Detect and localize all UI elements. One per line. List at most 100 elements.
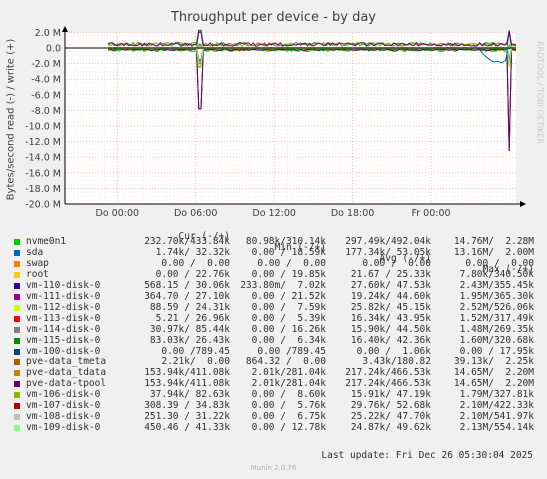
legend-max: 0.00 / 0.00 [465,257,534,269]
legend-swatch [14,392,20,399]
legend-cur: 1.74k/ 32.32k [155,246,230,258]
legend-max: 2.10M/422.33k [459,400,534,412]
legend-swatch [14,359,20,366]
legend-item: vm-110-disk-0 568.15 / 30.06k 233.80m/ 7.0… [0,280,547,291]
legend-cur: 88.59 / 24.31k [149,301,230,313]
legend-name: vm-112-disk-0 [26,301,101,313]
legend-cur: 5.21 / 26.96k [155,312,230,324]
legend-swatch [14,293,20,300]
legend-item: vm-109-disk-0 450.46 / 41.33k 0.00 / 12.78… [0,422,547,433]
x-tick-label: Do 12:00 [252,208,296,219]
x-axis-arrow [520,201,526,207]
legend-item: vm-114-disk-0 30.97k/ 85.44k 0.00 / 16.26k… [0,324,547,335]
legend-item: swap 0.00 / 0.00 0.00 / 0.00 0.00 / 0.00 0.0… [0,258,547,269]
y-axis-arrow [62,26,68,32]
legend-avg: 0.00 / 0.00 [362,257,431,269]
legend-cur: 30.97k/ 85.44k [149,323,230,335]
legend-swatch [14,260,20,267]
legend-swatch [14,381,20,388]
legend-max: 1.79M/327.81k [459,389,534,401]
legend-item: pve-data-tpool 153.94k/411.08k 2.01k/281.0… [0,378,547,389]
legend-item: vm-106-disk-0 37.94k/ 82.63k 0.00 / 8.60k 1… [0,389,547,400]
legend-avg: 24.87k/ 49.62k [350,422,431,434]
y-tick-label: -10.0 M [25,122,61,133]
chart-title: Throughput per device - by day [170,10,377,25]
legend-item: vm-115-disk-0 83.03k/ 26.43k 0.00 / 6.34k 1… [0,335,547,346]
legend-name: sda [26,246,44,258]
legend-cur: 0.00 /789.45 [161,345,230,357]
legend-swatch [14,348,20,355]
legend-max: 14.65M/ 2.20M [453,378,534,390]
legend-max: 1.60M/320.68k [459,334,534,346]
series-read-line [108,48,517,152]
legend-min: 0.00 / 12.78k [251,422,326,434]
legend-swatch [14,425,20,432]
legend-min: 0.00 / 21.52k [251,290,326,302]
legend-avg: 27.60k/ 47.53k [350,279,431,291]
legend-header: Cur (-/+) Min (-/+) Avg (-/+) Max (-/+) [0,220,547,275]
y-tick-label: -6.0 M [31,90,61,101]
legend-min: 0.00 / 18.59k [251,246,326,258]
x-tick-label: Do 06:00 [174,208,218,219]
legend-item: vm-108-disk-0 251.30 / 31.22k 0.00 / 6.75k… [0,411,547,422]
legend-swatch [14,239,20,245]
legend-swatch [14,315,20,322]
legend-avg: 29.76k/ 52.68k [350,400,431,412]
legend-header-avg: Avg (-/+) [379,253,431,264]
last-update: Last update: Fri Dec 26 05:30:04 2025 [321,450,533,461]
legend-max: 1.52M/317.49k [459,312,534,324]
legend-min: 0.00 /789.45 [257,345,326,357]
legend-avg: 15.91k/ 47.19k [350,389,431,401]
legend-header-min: Min (-/+) [274,242,326,253]
legend-item: vm-111-disk-0 364.70 / 27.10k 0.00 / 21.52… [0,291,547,302]
legend-cur: 37.94k/ 82.63k [149,389,230,401]
legend-cur: 450.46 / 41.33k [144,422,230,434]
legend-item: nvme0n1 232.70k/433.84k 80.98k/310.14k 297.… [0,236,547,247]
y-tick-label: -8.0 M [31,106,61,117]
legend-avg: 297.49k/492.04k [345,236,431,247]
munin-version: Munin 2.0.76 [250,464,297,472]
legend-max: 7.80k/340.50k [459,268,534,280]
x-tick-label: Fr 00:00 [411,208,450,219]
legend-name: vm-115-disk-0 [26,334,101,346]
legend-max: 39.13k/ 2.25k [453,356,534,368]
legend-name: root [26,268,49,280]
legend-avg: 19.24k/ 44.60k [350,290,431,302]
legend-name: vm-108-disk-0 [26,411,101,423]
legend-avg: 16.40k/ 42.36k [350,334,431,346]
throughput-chart: 2.0 M 0.0 -2.0 M -4.0 M -6.0 M -8.0 M -10.0 M -… [25,26,526,219]
legend-name: vm-110-disk-0 [26,279,101,291]
legend-min: 233.80m/ 7.02k [240,279,326,291]
legend-item: sda 1.74k/ 32.32k 0.00 / 18.59k 177.34k/ 53… [0,247,547,258]
legend-max: 13.16M/ 2.00M [453,246,534,258]
legend-swatch [14,414,20,421]
legend-swatch [14,403,20,410]
legend-item: pve-data_tdata 153.94k/411.08k 2.01k/281.0… [0,367,547,378]
legend-swatch [14,370,20,377]
legend-cur: 568.15 / 30.06k [144,279,230,291]
legend-avg: 3.43k/180.82 [362,356,431,368]
legend-max: 1.95M/365.30k [459,290,534,302]
legend-min: 0.00 / 16.26k [251,323,326,335]
legend-max: 14.76M/ 2.28M [453,236,534,247]
legend-name: nvme0n1 [26,236,67,247]
legend-avg: 217.24k/466.53k [345,367,431,379]
legend-swatch [14,337,20,344]
legend-name: vm-107-disk-0 [26,400,101,412]
legend-min: 0.00 / 6.75k [251,411,326,423]
legend-cur: 83.03k/ 26.43k [149,334,230,346]
legend-item: vm-100-disk-0 0.00 /789.45 0.00 /789.45 0.0… [0,346,547,357]
legend-min: 0.00 / 5.39k [251,312,326,324]
legend-name: pve-data_tdata [26,367,107,379]
legend-item: vm-112-disk-0 88.59 / 24.31k 0.00 / 7.59k 2… [0,302,547,313]
y-tick-label: -20.0 M [25,200,61,211]
legend-min: 0.00 / 19.85k [251,268,326,280]
legend-min: 0.00 / 5.76k [251,400,326,412]
legend-max: 2.13M/554.14k [459,422,534,434]
legend-max: 0.00 / 17.95k [459,345,534,357]
legend-name: vm-111-disk-0 [26,290,101,302]
y-tick-label: -14.0 M [25,153,61,164]
legend-swatch [14,249,20,256]
x-tick-label: Do 00:00 [96,208,140,219]
legend-name: pve-data-tpool [26,378,107,390]
